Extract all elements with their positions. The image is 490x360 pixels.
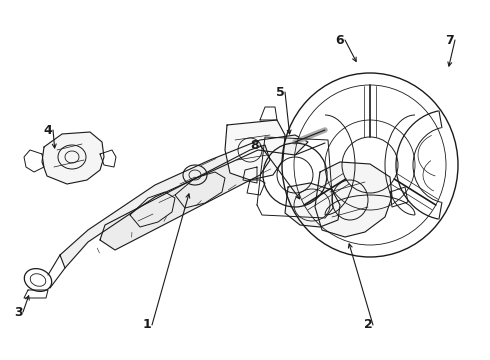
Polygon shape [100,145,270,250]
Text: 2: 2 [364,319,372,332]
Text: 7: 7 [445,33,454,46]
Polygon shape [285,183,340,227]
Text: 1: 1 [143,319,151,332]
Text: 5: 5 [275,86,284,99]
Text: 6: 6 [336,33,344,46]
Polygon shape [42,132,104,184]
Polygon shape [315,162,392,237]
Text: 3: 3 [14,306,23,319]
Polygon shape [225,120,285,180]
Text: 4: 4 [44,123,52,136]
Polygon shape [60,135,308,268]
Text: 8: 8 [251,139,259,152]
